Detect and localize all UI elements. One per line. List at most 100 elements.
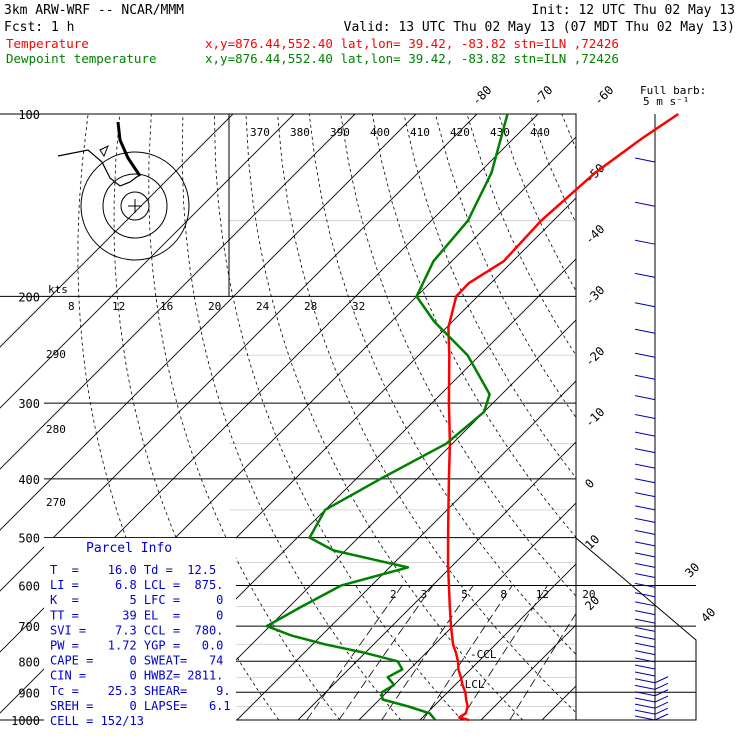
wind-barb bbox=[634, 239, 656, 245]
temperature-tick-label: 10 bbox=[582, 532, 602, 552]
wind-barb bbox=[634, 478, 656, 484]
hodograph-speed-tick: 20 bbox=[208, 300, 221, 313]
temperature-tick-label: 0 bbox=[582, 476, 597, 491]
theta-label: 400 bbox=[370, 126, 390, 139]
parcel-info-row: Tc = 25.3 SHEAR= 9. bbox=[50, 684, 231, 698]
wind-barb-low bbox=[654, 689, 669, 697]
wind-barb bbox=[634, 678, 656, 684]
theta-side-label: 270 bbox=[46, 496, 66, 509]
isotherm-10 bbox=[419, 563, 576, 720]
theta-label: 440 bbox=[530, 126, 550, 139]
theta-label: 430 bbox=[490, 126, 510, 139]
wind-barb bbox=[634, 328, 656, 334]
wind-barb bbox=[634, 601, 656, 607]
pressure-tick-label: 600 bbox=[18, 580, 40, 594]
wind-barb bbox=[634, 715, 656, 721]
isotherm--80 bbox=[0, 114, 478, 592]
theta-side-label: 280 bbox=[46, 423, 66, 436]
wind-key-units: 5 m s⁻¹ bbox=[643, 95, 689, 108]
dry-adiabat-390 bbox=[529, 114, 576, 224]
mixing-ratio-label: 20 bbox=[582, 588, 595, 601]
parcel-info-row: CAPE = 0 SWEAT= 74 bbox=[50, 654, 223, 668]
wind-barb bbox=[634, 157, 656, 163]
init-time: Init: 12 UTC Thu 02 May 13 bbox=[532, 3, 736, 18]
pressure-tick-label: 1000 bbox=[11, 714, 40, 728]
hodograph-speed-tick: 28 bbox=[304, 300, 317, 313]
location-line-dew: x,y=876.44,552.40 lat,lon= 39.42, -83.82… bbox=[205, 51, 619, 66]
pressure-tick-label: 300 bbox=[18, 397, 40, 411]
wind-barb bbox=[634, 529, 656, 535]
wind-barb bbox=[634, 395, 656, 401]
dry-adiabat-320 bbox=[308, 114, 576, 655]
dry-adiabat-380 bbox=[498, 114, 576, 292]
isotherm--10 bbox=[297, 441, 576, 720]
temperature-tick-label: -80 bbox=[469, 83, 494, 108]
theta-label: 390 bbox=[330, 126, 350, 139]
wind-barb bbox=[634, 671, 656, 677]
theta-label: 370 bbox=[250, 126, 270, 139]
theta-label: 410 bbox=[410, 126, 430, 139]
wind-barb bbox=[634, 352, 656, 358]
wind-barbs bbox=[634, 157, 669, 721]
valid-time: Valid: 13 UTC Thu 02 May 13 (07 MDT Thu … bbox=[344, 20, 735, 35]
dry-adiabat-410 bbox=[593, 114, 740, 720]
isotherm--100 bbox=[0, 114, 356, 470]
wind-barb bbox=[634, 650, 656, 656]
dry-adiabat-290 bbox=[214, 114, 463, 720]
wind-barb bbox=[634, 302, 656, 308]
dry-adiabat-450 bbox=[720, 114, 740, 720]
wind-barb bbox=[634, 492, 656, 498]
wind-barb-low bbox=[654, 707, 669, 715]
temperature-line bbox=[446, 112, 679, 722]
dry-adiabat-350 bbox=[403, 114, 576, 479]
isotherm-20 bbox=[480, 624, 576, 720]
isotherm--110 bbox=[0, 114, 295, 409]
mixing-ratio-label: 8 bbox=[500, 588, 507, 601]
dry-adiabat-310 bbox=[277, 114, 576, 714]
sounding-series bbox=[265, 112, 679, 722]
wind-barb bbox=[634, 684, 656, 690]
isotherm--90 bbox=[0, 114, 417, 531]
theta-label: 380 bbox=[290, 126, 310, 139]
parcel-info-row: CELL = 152/13 bbox=[50, 714, 144, 728]
pressure-tick-label: 700 bbox=[18, 620, 40, 634]
wind-barb bbox=[634, 541, 656, 547]
pressure-tick-label: 400 bbox=[18, 473, 40, 487]
mixing-ratio-20 bbox=[509, 612, 576, 720]
wind-barb bbox=[634, 517, 656, 523]
parcel-info-row: LI = 6.8 LCL = 875. bbox=[50, 578, 223, 592]
parcel-info-row: PW = 1.72 YGP = 0.0 bbox=[50, 639, 223, 653]
wind-barb bbox=[634, 562, 656, 568]
ccl-label: -CCL bbox=[470, 648, 497, 661]
pressure-tick-label: 500 bbox=[18, 532, 40, 546]
pressure-tick-label: 100 bbox=[18, 108, 40, 122]
wind-barb-low bbox=[654, 676, 669, 684]
wind-barb bbox=[634, 413, 656, 419]
wind-barb bbox=[634, 573, 656, 579]
parcel-info-row: K = 5 LFC = 0 bbox=[50, 593, 223, 607]
wind-barb bbox=[634, 610, 656, 616]
model-title: 3km ARW-WRF -- NCAR/MMM bbox=[4, 3, 184, 18]
temperature-tick-label: -30 bbox=[582, 283, 607, 308]
wind-barb bbox=[634, 697, 656, 703]
wind-barb-low bbox=[654, 713, 669, 721]
wind-barb bbox=[634, 582, 656, 588]
isotherm-0 bbox=[358, 502, 576, 720]
wind-barb-low bbox=[654, 701, 669, 709]
dry-adiabat-360 bbox=[435, 114, 576, 419]
temperature-tick-label: -60 bbox=[591, 83, 616, 108]
mixing-ratio-label: 5 bbox=[461, 588, 468, 601]
dry-adiabat-430 bbox=[657, 114, 740, 720]
pressure-tick-label: 900 bbox=[18, 686, 40, 700]
pressure-tick-label: 800 bbox=[18, 655, 40, 669]
dry-adiabat-280 bbox=[181, 114, 402, 720]
hodograph-speed-tick: 32 bbox=[352, 300, 365, 313]
wind-barb bbox=[634, 657, 656, 663]
wind-barb bbox=[634, 634, 656, 640]
temperature-tick-label: -10 bbox=[582, 405, 607, 430]
parcel-info-title: Parcel Info bbox=[86, 541, 172, 556]
pressure-tick-label: 200 bbox=[18, 290, 40, 304]
wind-barb bbox=[634, 703, 656, 709]
wind-barb bbox=[634, 431, 656, 437]
